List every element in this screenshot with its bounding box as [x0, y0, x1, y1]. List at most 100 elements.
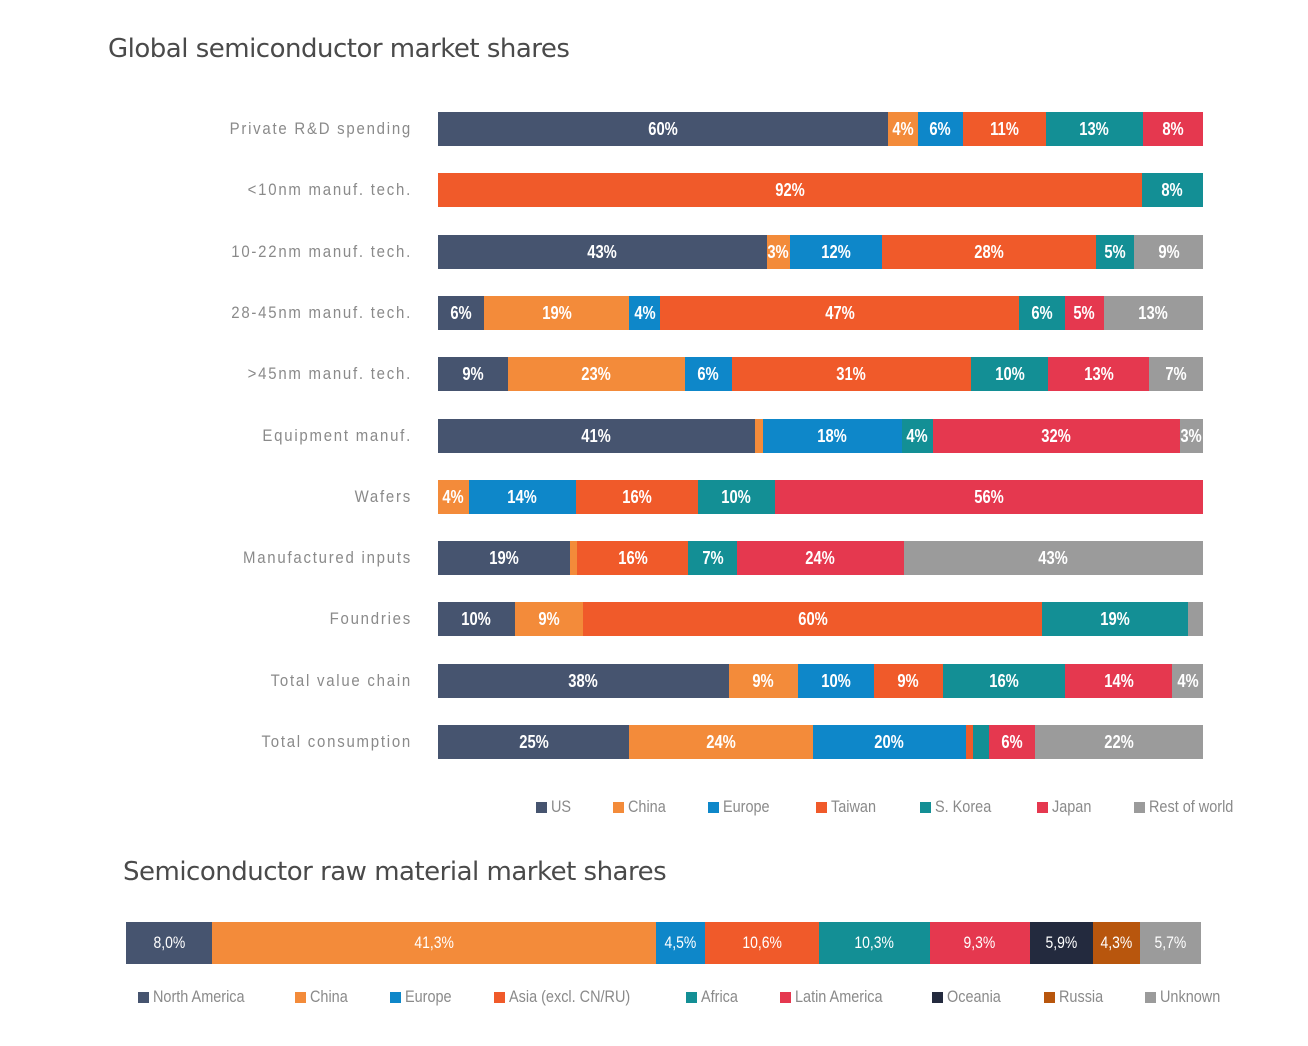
legend-swatch	[780, 991, 792, 1003]
data-label: 8%	[1162, 118, 1184, 139]
legend-label: S. Korea	[934, 797, 992, 816]
legend-swatch	[708, 801, 720, 813]
bar-segment-taiwan: 16%	[577, 541, 689, 575]
bar-segment-europe: 14%	[468, 480, 576, 514]
bar-segment-us: 43%	[438, 235, 767, 269]
bar-row-10-22nm-manuf-tech: 43% 3% 12% 28% 5% 9%	[438, 235, 1203, 269]
legend-label: US	[551, 797, 572, 816]
legend-swatch	[612, 801, 624, 813]
legend-swatch	[493, 991, 505, 1003]
bar-row-total-consumption: 25% 24% 20% 6% 22%	[438, 725, 1203, 759]
data-label: 9%	[752, 670, 774, 691]
data-label: 31%	[836, 363, 867, 384]
category-label: <10nm manuf. tech.	[247, 180, 412, 199]
raw-material-bar: 8,0% 41,3% 4,5% 10,6% 10,3% 9,3% 5,9% 4,3% 5,7%	[126, 922, 1201, 964]
bar-segment-s-korea: 10%	[698, 480, 775, 514]
bar-segment-taiwan: 28%	[881, 235, 1096, 269]
bar-segment-china: 4%	[888, 112, 918, 146]
legend-item-asia-excl-cn-ru: Asia (excl. CN/RU)	[493, 987, 652, 1007]
data-label: 3%	[1180, 425, 1203, 446]
category-label: Private R&D spending	[229, 119, 412, 138]
bar-segment-china: 24%	[629, 725, 813, 759]
data-label: 5%	[1073, 302, 1096, 323]
data-label: 4%	[906, 425, 928, 446]
legend-swatch	[1036, 801, 1048, 813]
bar-segment-s-korea: 8%	[1141, 173, 1203, 207]
chart-title-raw-material: Semiconductor raw material market shares	[123, 857, 667, 887]
data-label: 28%	[973, 241, 1004, 262]
category-label: Total value chain	[270, 671, 412, 690]
legend-swatch	[390, 991, 402, 1003]
legend-item-unknown: Unknown	[1145, 987, 1231, 1007]
legend-label: Japan	[1051, 797, 1092, 816]
data-label: 20%	[874, 731, 905, 752]
legend-item-latin-america: Latin America	[780, 987, 898, 1007]
data-label: 6%	[1031, 302, 1053, 323]
bar-segment-china: 23%	[507, 357, 686, 391]
bar-segment-japan: 32%	[932, 419, 1180, 453]
data-label: 16%	[617, 547, 648, 568]
legend-label: Russia	[1059, 987, 1104, 1006]
data-label: 4%	[892, 118, 914, 139]
legend-label: Africa	[700, 987, 738, 1006]
bar-segment-us: 19%	[438, 541, 571, 575]
bar-segment-taiwan	[965, 725, 974, 759]
bar-segment-china	[570, 541, 578, 575]
legend-swatch	[919, 801, 931, 813]
bar-segment-taiwan: 47%	[659, 296, 1020, 330]
legend-item-japan: Japan	[1036, 797, 1098, 817]
legend-swatch	[1134, 801, 1146, 813]
bar-segment-japan: 56%	[774, 480, 1203, 514]
bar-segment-s-korea: 13%	[1045, 112, 1143, 146]
data-label: 14%	[507, 486, 537, 507]
legend-label: Taiwan	[830, 797, 876, 816]
legend-swatch	[536, 801, 547, 813]
bar-segment-europe: 4,5%	[656, 922, 705, 964]
category-label: 10-22nm manuf. tech.	[231, 242, 412, 261]
data-label: 16%	[989, 670, 1019, 691]
bar-segment-japan: 5%	[1065, 296, 1104, 330]
legend-item-taiwan: Taiwan	[815, 797, 884, 817]
legend-swatch	[932, 991, 944, 1003]
data-label: 5%	[1104, 241, 1126, 262]
data-label: 6%	[1001, 731, 1023, 752]
bar-segment-china: 9%	[728, 664, 798, 698]
bar-segment-latin-america: 9,3%	[929, 922, 1030, 964]
data-label: 11%	[989, 118, 1019, 139]
bar-segment-us: 41%	[438, 419, 755, 453]
bar-segment-europe: 20%	[812, 725, 966, 759]
legend-item-china: China	[612, 797, 672, 817]
data-label: 24%	[805, 547, 836, 568]
data-label: 6%	[697, 363, 720, 384]
bar-segment-japan: 6%	[988, 725, 1035, 759]
legend-label: Rest of world	[1149, 797, 1234, 816]
bar-segment-north-america: 8,0%	[126, 922, 213, 964]
bar-segment-africa: 10,3%	[818, 922, 930, 964]
legend-item-s-korea: S. Korea	[919, 797, 1001, 817]
bar-row-foundries: 10% 9% 60% 19%	[438, 602, 1203, 636]
bar-row-28-45nm-manuf-tech: 6% 19% 4% 47% 6% 5% 13%	[438, 296, 1203, 330]
category-label: 28-45nm manuf. tech.	[231, 303, 412, 322]
data-label: 4,3%	[1100, 933, 1133, 952]
bar-segment-us: 25%	[438, 725, 630, 759]
data-label: 12%	[820, 241, 851, 262]
bar-row-wafers: 4% 14% 16% 10% 56%	[438, 480, 1203, 514]
data-label: 56%	[973, 486, 1004, 507]
category-label: Foundries	[329, 609, 412, 628]
bar-segment-unknown: 5,7%	[1139, 922, 1201, 964]
bar-segment-europe: 6%	[918, 112, 963, 146]
data-label: 18%	[817, 425, 847, 446]
bar-segment-taiwan: 16%	[575, 480, 699, 514]
legend-label: Latin America	[795, 987, 883, 1006]
data-label: 24%	[706, 731, 736, 752]
legend-label: China	[627, 797, 666, 816]
bar-segment-rest-of-world: 7%	[1148, 357, 1203, 391]
data-label: 25%	[518, 731, 549, 752]
data-label: 5,7%	[1154, 933, 1187, 952]
legend-global: US China Europe Taiwan S. Korea Japan Rest of …	[536, 797, 1248, 817]
bar-row-total-value-chain: 38% 9% 10% 9% 16% 14% 4%	[438, 664, 1203, 698]
bar-segment-rest-of-world: 3%	[1179, 419, 1203, 453]
data-label: 47%	[824, 302, 855, 323]
bar-segment-japan: 13%	[1048, 357, 1149, 391]
legend-swatch	[138, 991, 149, 1003]
